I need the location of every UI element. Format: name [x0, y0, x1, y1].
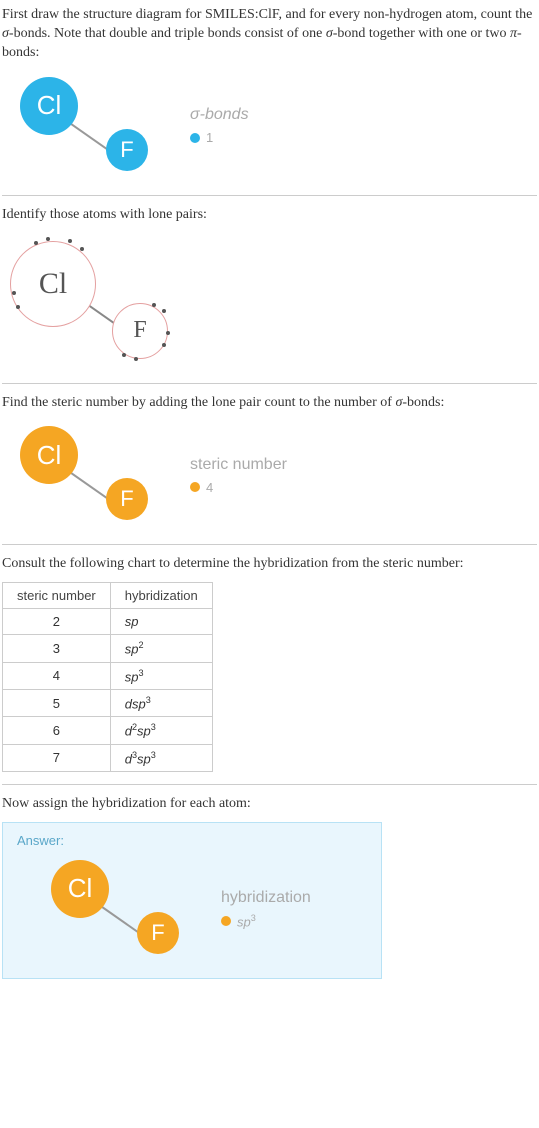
answer-legend-title: hybridization	[221, 889, 311, 907]
lp-dot	[80, 247, 84, 251]
table-cell-steric: 4	[3, 662, 111, 689]
atom-f-answer: F	[137, 912, 179, 954]
lp-dot	[122, 353, 126, 357]
steric-text: Find the steric number by adding the lon…	[2, 394, 537, 413]
lp-dot	[68, 239, 72, 243]
separator	[2, 195, 537, 196]
table-cell-steric: 7	[3, 744, 111, 771]
table-row: 3sp2	[3, 635, 213, 662]
answer-value-base: sp	[237, 914, 251, 929]
answer-legend-value: sp3	[237, 913, 256, 929]
sigma-legend: σ-bonds 1	[190, 106, 249, 145]
table-text: Consult the following chart to determine…	[2, 555, 537, 574]
atom-cl-answer: Cl	[51, 860, 109, 918]
atom-f-label: F	[120, 137, 133, 163]
answer-value-sup: 3	[251, 913, 256, 923]
steric-legend: steric number 4	[190, 456, 287, 495]
atom-cl-steric-label: Cl	[37, 440, 62, 471]
table-cell-steric: 6	[3, 717, 111, 744]
steric-legend-item: 4	[190, 480, 287, 495]
table-cell-hybrid: dsp3	[110, 690, 212, 717]
atom-cl-steric: Cl	[20, 426, 78, 484]
lp-dot	[162, 309, 166, 313]
table-cell-hybrid: sp	[110, 609, 212, 635]
lp-atom-cl: Cl	[10, 241, 96, 327]
table-cell-steric: 2	[3, 609, 111, 635]
atom-cl-answer-label: Cl	[68, 873, 93, 904]
table-header-steric: steric number	[3, 583, 111, 609]
intro-mid: -bonds. Note that double and triple bond…	[9, 26, 326, 41]
table-cell-steric: 5	[3, 690, 111, 717]
sigma-legend-item: 1	[190, 130, 249, 145]
sigma-bonds-diagram: Cl F σ-bonds 1	[6, 71, 537, 181]
lp-f-label: F	[133, 317, 146, 344]
table-cell-hybrid: d2sp3	[110, 717, 212, 744]
lonepair-diagram: Cl F	[6, 233, 176, 373]
table-header-hybrid: hybridization	[110, 583, 212, 609]
pi-symbol: π	[510, 26, 517, 41]
table-row: 6d2sp3	[3, 717, 213, 744]
separator	[2, 383, 537, 384]
answer-text: Now assign the hybridization for each at…	[2, 795, 537, 814]
atom-f-steric: F	[106, 478, 148, 520]
answer-legend-item: sp3	[221, 913, 311, 929]
lp-dot	[12, 291, 16, 295]
separator	[2, 784, 537, 785]
sigma-symbol-2: σ	[326, 26, 333, 41]
lp-dot	[134, 357, 138, 361]
answer-legend-dot	[221, 916, 231, 926]
sigma-legend-value: 1	[206, 130, 213, 145]
molecule-steric: Cl F	[6, 420, 166, 530]
lp-dot	[162, 343, 166, 347]
lp-dot	[166, 331, 170, 335]
hybridization-table: steric number hybridization 2sp3sp24sp35…	[2, 582, 213, 772]
intro-pre: First draw the structure diagram for SMI…	[2, 7, 532, 22]
lp-cl-label: Cl	[39, 267, 67, 301]
steric-pre: Find the steric number by adding the lon…	[2, 395, 395, 410]
atom-cl-label: Cl	[37, 90, 62, 121]
molecule-sigma: Cl F	[6, 71, 166, 181]
steric-end: -bonds:	[402, 395, 444, 410]
answer-box: Answer: Cl F hybridization sp3	[2, 822, 382, 979]
steric-legend-dot	[190, 482, 200, 492]
lp-dot	[34, 241, 38, 245]
table-header-row: steric number hybridization	[3, 583, 213, 609]
lp-atom-f: F	[112, 303, 168, 359]
atom-f: F	[106, 129, 148, 171]
answer-diagram: Cl F hybridization sp3	[37, 854, 367, 964]
lp-dot	[16, 305, 20, 309]
sigma-legend-title: σ-bonds	[190, 106, 249, 123]
table-row: 7d3sp3	[3, 744, 213, 771]
table-row: 4sp3	[3, 662, 213, 689]
table-row: 5dsp3	[3, 690, 213, 717]
table-cell-hybrid: d3sp3	[110, 744, 212, 771]
molecule-answer: Cl F	[37, 854, 197, 964]
table-cell-hybrid: sp2	[110, 635, 212, 662]
sigma-legend-dot	[190, 133, 200, 143]
answer-label: Answer:	[17, 833, 367, 848]
table-cell-hybrid: sp3	[110, 662, 212, 689]
atom-f-answer-label: F	[151, 920, 164, 946]
sigma-symbol: σ	[2, 26, 9, 41]
lp-dot	[152, 303, 156, 307]
table-row: 2sp	[3, 609, 213, 635]
steric-diagram: Cl F steric number 4	[6, 420, 537, 530]
atom-cl: Cl	[20, 77, 78, 135]
steric-legend-title: steric number	[190, 456, 287, 474]
atom-f-steric-label: F	[120, 486, 133, 512]
intro-paragraph: First draw the structure diagram for SMI…	[2, 6, 537, 63]
lonepair-text: Identify those atoms with lone pairs:	[2, 206, 537, 225]
separator	[2, 544, 537, 545]
table-cell-steric: 3	[3, 635, 111, 662]
answer-legend: hybridization sp3	[221, 889, 311, 929]
intro-mid2: -bond together with one or two	[333, 26, 510, 41]
lp-dot	[46, 237, 50, 241]
steric-legend-value: 4	[206, 480, 213, 495]
